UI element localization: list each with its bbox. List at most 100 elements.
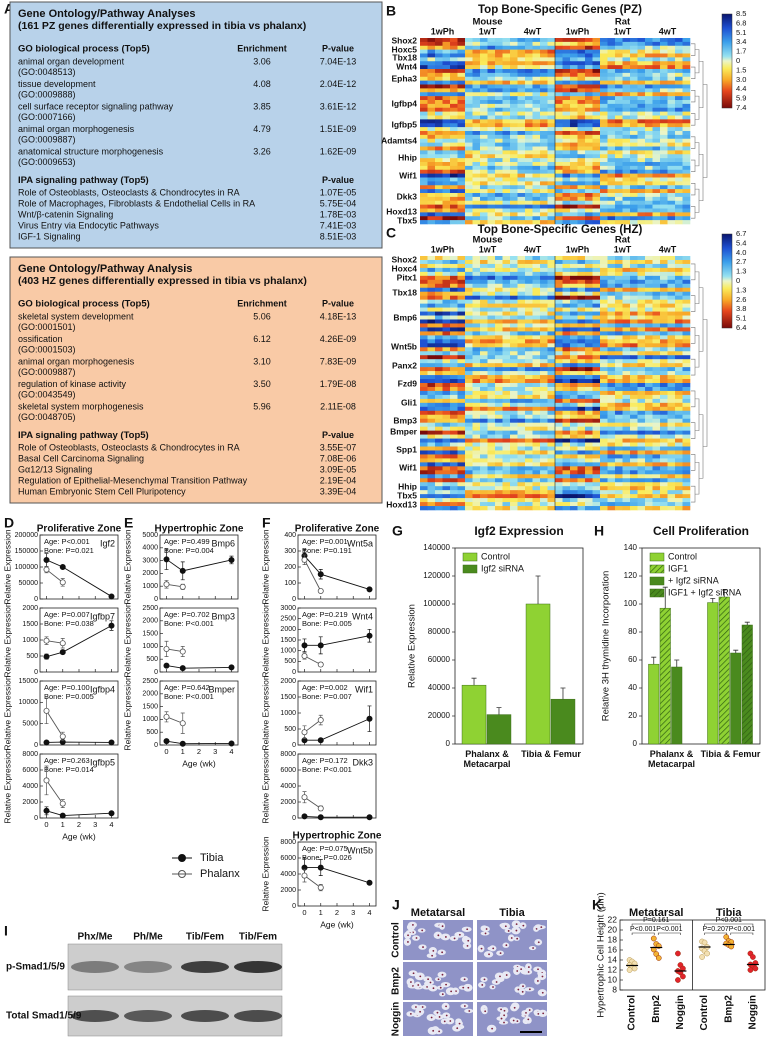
heatmap-cell xyxy=(682,426,691,431)
heatmap-cell xyxy=(600,430,608,435)
heatmap-cell xyxy=(675,371,683,376)
heatmap-cell xyxy=(592,193,601,198)
heatmap-cell xyxy=(495,291,503,296)
heatmap-cell xyxy=(652,88,661,93)
heatmap-cell xyxy=(622,450,631,455)
heatmap-cell xyxy=(577,390,586,396)
heatmap-cell xyxy=(495,434,503,439)
heatmap-cell xyxy=(472,355,481,360)
heatmap-cell xyxy=(427,466,436,471)
colorbar-label: 6.7 xyxy=(736,229,746,238)
heatmap-cell xyxy=(652,165,661,171)
heatmap-cell xyxy=(615,96,623,101)
heatmap-cell xyxy=(570,410,578,416)
heatmap-cell xyxy=(570,347,578,352)
heatmap-cell xyxy=(487,177,496,182)
heatmap-cell xyxy=(495,351,503,356)
heatmap-cell xyxy=(517,189,526,194)
nucleus xyxy=(527,971,530,973)
nucleus xyxy=(444,936,447,938)
heatmap-cell xyxy=(450,430,458,435)
heatmap-cell xyxy=(442,45,451,50)
heatmap-cell xyxy=(622,193,631,198)
heatmap-cell xyxy=(502,434,511,439)
heatmap-cell xyxy=(532,470,541,475)
heatmap-cell xyxy=(547,307,556,312)
heatmap-cell xyxy=(555,131,563,136)
heatmap-cell xyxy=(667,259,676,265)
heatmap-cell xyxy=(502,216,511,221)
heatmap-cell xyxy=(480,506,488,511)
heatmap-cell xyxy=(577,69,586,74)
heatmap-cell xyxy=(420,458,428,463)
heatmap-cell xyxy=(592,196,601,202)
heatmap-cell xyxy=(630,115,638,120)
heatmap-cell xyxy=(682,208,691,213)
heatmap-cell xyxy=(525,506,533,511)
heatmap-cell xyxy=(675,303,683,308)
heatmap-cell xyxy=(637,371,646,376)
heatmap-cell xyxy=(645,127,653,132)
heatmap-cell xyxy=(555,150,563,155)
heatmap-cell xyxy=(667,80,676,85)
heatmap-cell xyxy=(510,200,518,205)
heatmap-cell xyxy=(592,169,601,174)
heatmap-cell xyxy=(532,478,541,483)
heatmap-cell xyxy=(532,398,541,404)
heatmap-cell xyxy=(427,267,436,273)
heatmap-cell xyxy=(660,49,668,54)
heatmap-cell xyxy=(510,220,518,225)
heatmap-cell xyxy=(660,291,668,296)
heatmap-cell xyxy=(480,494,488,499)
heatmap-cell xyxy=(540,327,548,332)
heatmap-cell xyxy=(465,363,473,368)
heatmap-cell xyxy=(502,103,511,109)
heatmap-cell xyxy=(592,359,601,364)
heatmap-cell xyxy=(502,359,511,364)
heatmap-cell xyxy=(472,146,481,151)
heatmap-cell xyxy=(540,45,548,50)
heatmap-cell xyxy=(652,96,661,101)
heatmap-cell xyxy=(570,434,578,439)
heatmap-cell xyxy=(555,383,563,388)
heatmap-cell xyxy=(630,216,638,221)
heatmap-cell xyxy=(525,134,533,140)
heatmap-cell xyxy=(540,383,548,388)
heatmap-cell xyxy=(465,200,473,205)
heatmap-cell xyxy=(645,335,653,340)
heatmap-cell xyxy=(645,131,653,136)
y-tick-label: 1500 xyxy=(280,637,296,644)
heatmap-cell xyxy=(607,474,616,479)
heatmap-cell xyxy=(495,154,503,159)
heatmap-cell xyxy=(562,88,571,93)
heatmap-cell xyxy=(607,41,616,47)
heatmap-cell xyxy=(660,323,668,328)
heatmap-cell xyxy=(600,61,608,66)
heatmap-cell xyxy=(472,200,481,205)
heatmap-cell xyxy=(517,204,526,209)
heatmap-cell xyxy=(600,131,608,136)
heatmap-cell xyxy=(607,154,616,159)
heatmap-cell xyxy=(457,196,466,202)
heatmap-cell xyxy=(472,446,481,451)
heatmap-cell xyxy=(510,41,518,47)
heatmap-cell xyxy=(622,263,631,269)
heatmap-cell xyxy=(487,150,496,155)
heatmap-cell xyxy=(540,72,548,78)
heatmap-cell xyxy=(480,498,488,503)
heatmap-cell xyxy=(652,41,661,47)
heatmap-cell xyxy=(682,347,691,352)
heatmap-cell xyxy=(532,474,541,479)
heatmap-cell xyxy=(420,65,428,70)
heatmap-cell xyxy=(570,173,578,178)
heatmap-cell xyxy=(615,506,623,511)
heatmap-cell xyxy=(532,134,541,140)
heatmap-cell xyxy=(555,61,563,66)
legend-swatch xyxy=(649,588,665,598)
heatmap-cell xyxy=(585,494,593,499)
y-axis-label: Relative Expression xyxy=(2,748,12,823)
heatmap-cell xyxy=(645,115,653,120)
heatmap-cell xyxy=(487,103,496,109)
heatmap-cell xyxy=(420,181,428,186)
heatmap-cell xyxy=(502,111,511,116)
